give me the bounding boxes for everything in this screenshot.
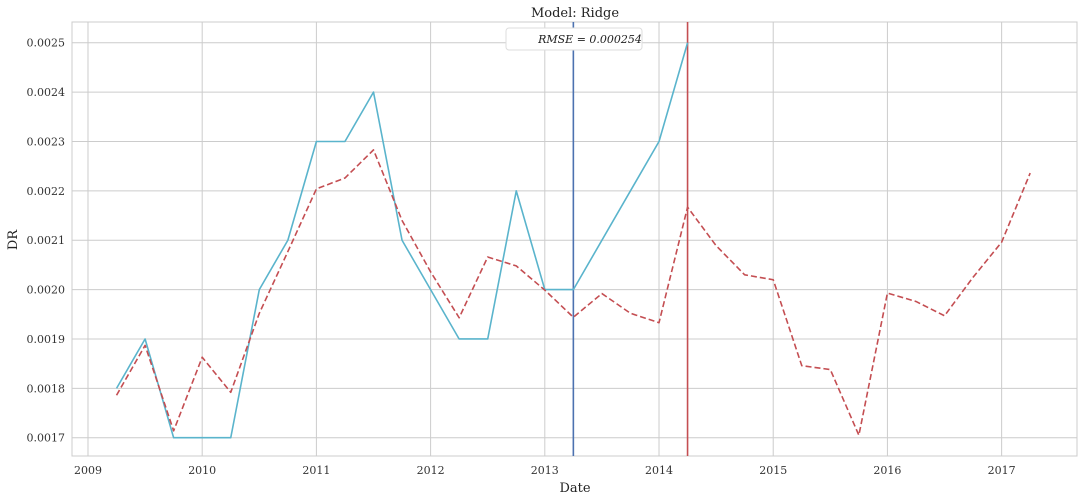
y-tick-label: 0.0023 bbox=[27, 135, 66, 148]
dashed-series-line bbox=[115, 149, 1031, 437]
x-tick-label: 2014 bbox=[645, 464, 673, 477]
legend: RMSE = 0.000254 bbox=[505, 27, 643, 51]
plot-area bbox=[71, 21, 1078, 457]
y-tick-label: 0.0018 bbox=[27, 382, 66, 395]
y-tick-label: 0.0025 bbox=[27, 37, 66, 50]
y-tick-label: 0.0019 bbox=[27, 333, 66, 346]
legend-text: RMSE = 0.000254 bbox=[537, 33, 642, 46]
vertical-markers bbox=[572, 22, 689, 456]
y-axis-ticks: 0.0017 0.0018 0.0019 0.0020 0.0021 0.0022 0.00… bbox=[27, 37, 66, 445]
series-group bbox=[115, 42, 1031, 439]
x-tick-label: 2009 bbox=[74, 464, 102, 477]
y-tick-label: 0.0017 bbox=[27, 432, 66, 445]
x-tick-label: 2011 bbox=[302, 464, 330, 477]
y-tick-label: 0.0021 bbox=[27, 234, 66, 247]
legend-box bbox=[505, 27, 643, 51]
y-tick-label: 0.0022 bbox=[27, 185, 66, 198]
x-tick-label: 2015 bbox=[759, 464, 787, 477]
x-axis-ticks: 2009 2010 2011 2012 2013 2014 2015 2016 2017 bbox=[74, 464, 1016, 477]
y-tick-label: 0.0024 bbox=[27, 86, 66, 99]
y-tick-label: 0.0020 bbox=[27, 284, 66, 297]
x-tick-label: 2012 bbox=[417, 464, 445, 477]
x-tick-label: 2010 bbox=[188, 464, 216, 477]
x-tick-label: 2016 bbox=[873, 464, 901, 477]
x-tick-label: 2013 bbox=[531, 464, 559, 477]
chart-title: Model: Ridge bbox=[531, 6, 619, 21]
x-axis-label: Date bbox=[559, 481, 590, 496]
x-tick-label: 2017 bbox=[988, 464, 1016, 477]
y-axis-label: DR bbox=[6, 229, 21, 250]
